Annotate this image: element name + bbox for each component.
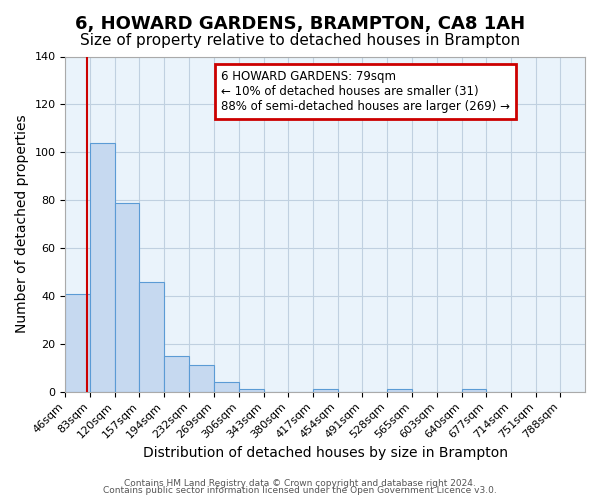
Y-axis label: Number of detached properties: Number of detached properties (15, 115, 29, 334)
Bar (461, 390, 486, 392)
Bar (164, 356, 189, 392)
Bar (90, 142, 115, 392)
Bar (387, 390, 412, 392)
Text: Contains HM Land Registry data © Crown copyright and database right 2024.: Contains HM Land Registry data © Crown c… (124, 478, 476, 488)
Bar (139, 282, 164, 392)
Bar (65, 294, 90, 392)
Bar (115, 202, 139, 392)
Bar (239, 390, 263, 392)
Bar (313, 390, 338, 392)
Text: 6 HOWARD GARDENS: 79sqm
← 10% of detached houses are smaller (31)
88% of semi-de: 6 HOWARD GARDENS: 79sqm ← 10% of detache… (221, 70, 510, 113)
Bar (190, 366, 214, 392)
Text: Size of property relative to detached houses in Brampton: Size of property relative to detached ho… (80, 32, 520, 48)
Text: Contains public sector information licensed under the Open Government Licence v3: Contains public sector information licen… (103, 486, 497, 495)
X-axis label: Distribution of detached houses by size in Brampton: Distribution of detached houses by size … (143, 446, 508, 460)
Bar (214, 382, 239, 392)
Text: 6, HOWARD GARDENS, BRAMPTON, CA8 1AH: 6, HOWARD GARDENS, BRAMPTON, CA8 1AH (75, 15, 525, 33)
